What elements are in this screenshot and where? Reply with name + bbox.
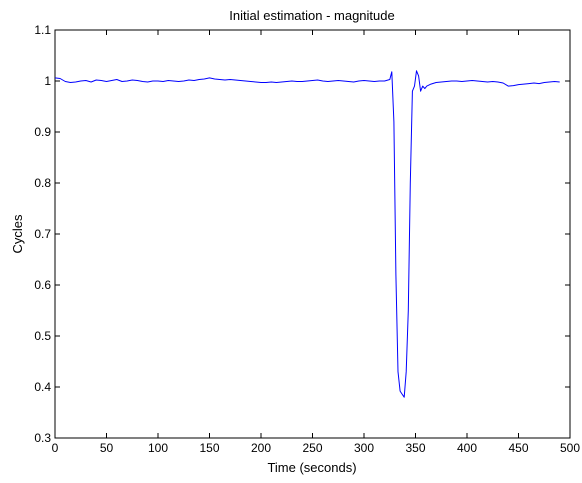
plot-area: [54, 29, 571, 439]
y-tick-label: 0.3: [34, 431, 51, 445]
chart-title: Initial estimation - magnitude: [229, 8, 394, 23]
y-tick-label: 0.4: [34, 380, 51, 394]
x-tick-label: 400: [457, 441, 477, 455]
y-tick-label: 0.5: [34, 329, 51, 343]
y-tick-label: 0.6: [34, 278, 51, 292]
x-axis-label: Time (seconds): [267, 460, 356, 475]
x-tick-label: 50: [100, 441, 114, 455]
y-axis: 0.3 0.4 0.5 0.6 0.7 0.8 0.9 1 1.1: [34, 23, 570, 445]
y-tick-label: 1.1: [34, 23, 51, 37]
y-tick-label: 0.8: [34, 176, 51, 190]
y-tick-label: 1: [44, 74, 51, 88]
x-tick-label: 200: [251, 441, 271, 455]
x-tick-label: 500: [560, 441, 580, 455]
x-tick-label: 450: [508, 441, 528, 455]
x-tick-label: 150: [199, 441, 219, 455]
series-line: [54, 70, 560, 398]
x-tick-label: 0: [52, 441, 59, 455]
y-tick-label: 0.9: [34, 125, 51, 139]
x-tick-label: 300: [354, 441, 374, 455]
x-axis: 0 50 100 150 200 250 300 350 400 450 500: [52, 30, 580, 455]
x-tick-label: 250: [302, 441, 322, 455]
x-tick-label: 350: [405, 441, 425, 455]
y-axis-label: Cycles: [10, 214, 25, 254]
y-tick-label: 0.7: [34, 227, 51, 241]
x-tick-label: 100: [148, 441, 168, 455]
